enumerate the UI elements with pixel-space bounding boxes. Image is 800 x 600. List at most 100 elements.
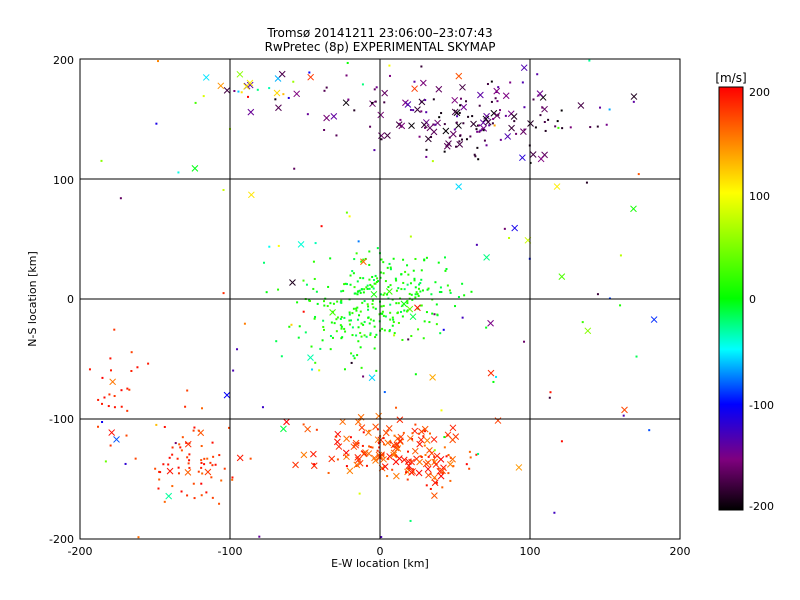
data-point-dot	[340, 337, 343, 340]
data-point-cross	[406, 435, 414, 442]
data-point-dot	[388, 262, 391, 265]
data-point-dot	[374, 100, 377, 103]
data-point-cross	[247, 191, 255, 199]
data-point-dot	[441, 486, 444, 489]
data-point-cross	[275, 104, 282, 112]
data-point-dot	[406, 478, 409, 481]
data-point-dot	[355, 465, 358, 468]
data-point-dot	[548, 396, 551, 399]
data-point-dot	[109, 444, 112, 447]
data-point-dot	[222, 292, 225, 295]
data-point-dot	[372, 279, 375, 282]
data-point-dot	[348, 311, 351, 314]
data-point-dot	[348, 319, 351, 322]
data-point-dot	[459, 134, 462, 137]
data-point-dot	[457, 296, 460, 299]
data-point-dot	[360, 335, 363, 338]
data-point-cross	[335, 443, 343, 450]
data-point-dot	[375, 86, 378, 89]
data-point-dot	[333, 322, 336, 325]
data-point-cross	[493, 112, 501, 119]
data-point-dot	[336, 458, 339, 461]
data-point-dot	[424, 453, 427, 456]
data-point-dot	[287, 96, 290, 99]
data-point-dot	[200, 461, 203, 464]
data-point-dot	[478, 124, 481, 127]
data-point-cross	[431, 492, 438, 499]
data-point-dot	[107, 405, 110, 408]
data-point-dot	[345, 211, 348, 214]
data-point-dot	[420, 278, 423, 281]
data-point-cross	[385, 288, 393, 295]
data-point-dot	[362, 375, 365, 378]
data-point-dot	[455, 121, 458, 124]
data-point-dot	[413, 279, 416, 282]
data-point-dot	[302, 423, 305, 426]
data-point-dot	[428, 432, 431, 435]
data-point-dot	[340, 316, 343, 319]
data-point-dot	[445, 455, 448, 458]
data-point-dot	[523, 128, 526, 131]
data-point-cross	[378, 132, 385, 140]
data-point-dot	[449, 291, 452, 294]
data-point-cross	[411, 447, 419, 455]
data-point-dot	[356, 354, 359, 357]
data-point-cross	[484, 118, 492, 126]
data-point-dot	[348, 323, 351, 326]
data-point-cross	[343, 435, 350, 443]
y-axis-label: N-S location [km]	[26, 251, 39, 347]
data-point-dot	[193, 497, 196, 500]
data-point-dot	[280, 355, 283, 358]
data-point-dot	[445, 268, 448, 271]
data-point-dot	[233, 90, 236, 93]
data-point-dot	[212, 455, 215, 458]
data-point-dot	[120, 405, 123, 408]
data-point-dot	[386, 475, 389, 478]
data-point-dot	[200, 482, 203, 485]
data-point-dot	[397, 287, 400, 290]
data-point-dot	[433, 449, 436, 452]
data-point-dot	[357, 240, 360, 243]
data-point-dot	[491, 122, 494, 125]
data-point-dot	[382, 454, 385, 457]
data-point-dot	[395, 302, 398, 305]
data-point-dot	[356, 293, 359, 296]
data-point-dot	[471, 115, 474, 118]
data-point-dot	[418, 283, 421, 286]
data-point-dot	[427, 287, 430, 290]
data-point-cross	[330, 112, 338, 120]
data-point-cross	[377, 111, 385, 119]
data-point-dot	[211, 464, 214, 467]
data-point-dot	[376, 449, 379, 452]
data-point-cross	[396, 416, 404, 424]
data-point-dot	[157, 60, 160, 63]
data-point-cross	[246, 81, 254, 89]
data-point-dot	[201, 472, 204, 475]
x-tick-label: 200	[670, 545, 691, 558]
data-point-dot	[454, 305, 457, 308]
data-point-dot	[515, 132, 518, 135]
data-point-dot	[425, 148, 428, 151]
data-point-dot	[356, 306, 359, 309]
data-point-dot	[446, 284, 449, 287]
data-point-dot	[357, 442, 360, 445]
data-point-dot	[298, 325, 301, 328]
data-point-dot	[444, 269, 447, 272]
data-point-cross	[165, 492, 173, 500]
data-point-dot	[342, 289, 345, 292]
data-point-dot	[366, 287, 369, 290]
data-point-dot	[335, 318, 338, 321]
data-point-dot	[406, 467, 409, 470]
data-point-dot	[346, 61, 349, 64]
data-point-dot	[201, 407, 204, 410]
data-point-dot	[210, 476, 213, 479]
data-point-dot	[465, 463, 468, 466]
data-point-dot	[357, 290, 360, 293]
data-point-dot	[428, 321, 431, 324]
data-point-dot	[353, 357, 356, 360]
data-point-dot	[401, 338, 404, 341]
data-point-dot	[382, 293, 385, 296]
data-point-dot	[392, 257, 395, 260]
data-point-dot	[435, 303, 438, 306]
x-tick-label: 0	[377, 545, 384, 558]
